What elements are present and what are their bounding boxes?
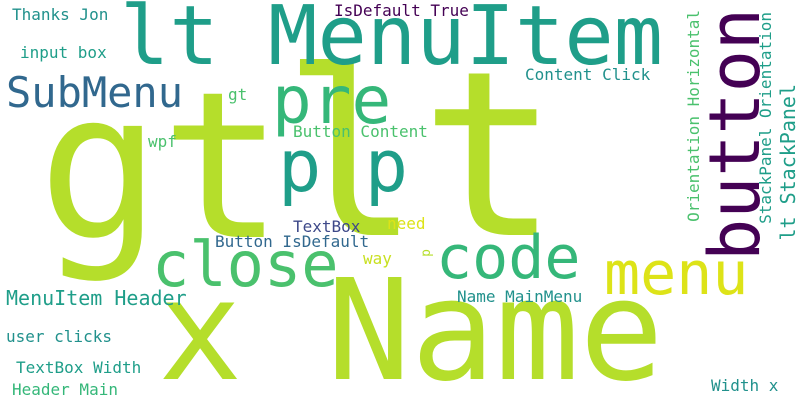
- word-user-clicks: user clicks: [6, 327, 112, 346]
- word-menu: menu: [604, 239, 749, 309]
- word-gt-small: gt: [228, 85, 248, 104]
- word-p-p: p p: [278, 124, 409, 208]
- word-content-click: Content Click: [525, 65, 651, 84]
- word-lt-large: lt: [282, 23, 559, 290]
- word-header-main: Header Main: [12, 380, 118, 399]
- word-thanks-jon: Thanks Jon: [12, 5, 109, 24]
- word-button-isdefault: Button IsDefault: [215, 232, 370, 251]
- word-wpf: wpf: [148, 132, 177, 151]
- word-lt-menuitem: lt MenuItem: [120, 0, 664, 84]
- word-pre: pre: [272, 62, 392, 139]
- word-menuitem-header: MenuItem Header: [6, 286, 187, 310]
- word-isdefault-true: IsDefault True: [334, 1, 469, 20]
- word-lt-stackpanel: lt StackPanel: [776, 84, 800, 241]
- word-way: way: [363, 249, 392, 268]
- word-stackpanel-orientation: StackPanel Orientation: [756, 12, 775, 224]
- word-input-box: input box: [20, 43, 107, 62]
- word-need: need: [387, 214, 426, 233]
- word-close: close: [152, 228, 339, 301]
- word-p-small: p: [419, 249, 434, 257]
- word-button-content: Button Content: [293, 122, 428, 141]
- word-textbox-width: TextBox Width: [16, 358, 142, 377]
- word-textbox: TextBox: [293, 217, 361, 236]
- word-name: x Name: [158, 250, 664, 400]
- word-gt-large: gt: [38, 49, 284, 286]
- word-name-mainmenu: Name MainMenu: [457, 287, 583, 306]
- word-width-x: Width x: [711, 376, 779, 395]
- word-submenu: SubMenu: [6, 68, 184, 117]
- word-orientation-horizontal: Orientation Horizontal: [684, 10, 703, 222]
- word-code: code: [436, 223, 581, 293]
